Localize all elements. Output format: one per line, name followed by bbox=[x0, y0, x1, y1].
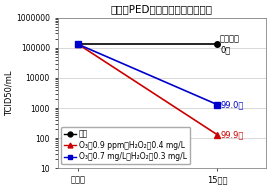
Text: 99.0％: 99.0％ bbox=[220, 100, 243, 109]
Line: O₃＝0.9 ppm　H₂O₂＝0.4 mg/L: O₃＝0.9 ppm H₂O₂＝0.4 mg/L bbox=[76, 42, 220, 137]
対照 bbox=[216, 43, 219, 46]
Y-axis label: TCID50/mL: TCID50/mL bbox=[4, 70, 13, 116]
O₃＝0.7 mg/L　H₂O₂＝0.3 mg/L bbox=[77, 43, 80, 46]
Title: 低濃度PEDウイルス添加試験結果: 低濃度PEDウイルス添加試験結果 bbox=[111, 4, 213, 14]
Legend: 対照, O₃＝0.9 ppm　H₂O₂＝0.4 mg/L, O₃＝0.7 mg/L　H₂O₂＝0.3 mg/L: 対照, O₃＝0.9 ppm H₂O₂＝0.4 mg/L, O₃＝0.7 mg/… bbox=[61, 127, 190, 164]
Text: 99.9％: 99.9％ bbox=[220, 130, 243, 139]
O₃＝0.9 ppm　H₂O₂＝0.4 mg/L bbox=[216, 134, 219, 136]
対照 bbox=[77, 43, 80, 46]
O₃＝0.9 ppm　H₂O₂＝0.4 mg/L bbox=[77, 43, 80, 46]
O₃＝0.7 mg/L　H₂O₂＝0.3 mg/L bbox=[216, 103, 219, 106]
Line: 対照: 対照 bbox=[76, 42, 220, 47]
Line: O₃＝0.7 mg/L　H₂O₂＝0.3 mg/L: O₃＝0.7 mg/L H₂O₂＝0.3 mg/L bbox=[76, 42, 220, 107]
Text: 不活化率
0％: 不活化率 0％ bbox=[220, 35, 240, 54]
